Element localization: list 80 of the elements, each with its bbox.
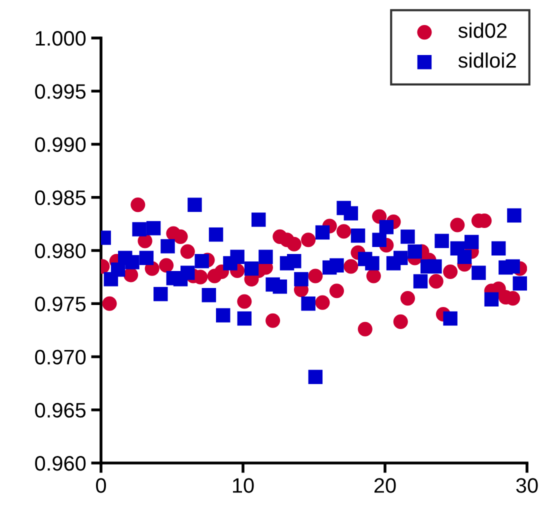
point [272, 280, 288, 294]
point [315, 295, 330, 310]
point [266, 313, 280, 328]
point [358, 322, 372, 336]
y-tick-label: 1.000 [36, 31, 86, 46]
point [344, 259, 358, 274]
point [379, 220, 394, 234]
point [434, 234, 449, 248]
point [159, 258, 174, 273]
point [315, 225, 330, 240]
point [506, 259, 520, 274]
point [154, 286, 168, 302]
point [336, 224, 352, 239]
point [330, 258, 344, 272]
point [308, 268, 323, 284]
point [132, 222, 146, 236]
legend-label: sidloi2 [458, 52, 516, 68]
y-tick-label: 0.980 [35, 244, 86, 258]
point [400, 291, 416, 306]
point [146, 221, 161, 236]
x-tick-label: 20 [374, 478, 396, 493]
point [194, 254, 209, 268]
point [484, 292, 499, 306]
y-tick-label: 0.990 [35, 137, 86, 152]
point [139, 250, 154, 266]
point [450, 218, 465, 232]
x-tick-label: 30 [516, 478, 538, 493]
point [350, 228, 366, 243]
y-tick-label: 0.985 [35, 190, 86, 206]
point [252, 212, 266, 227]
point [301, 232, 316, 248]
x-tick-label: 0 [96, 478, 106, 493]
point [372, 232, 386, 247]
point [457, 250, 472, 264]
point [130, 198, 146, 212]
y-tick-label: 0.975 [35, 296, 86, 312]
point [294, 272, 308, 286]
point [102, 296, 117, 311]
point [188, 198, 202, 212]
point [180, 244, 195, 259]
point [230, 250, 244, 264]
point [443, 311, 458, 326]
point [394, 250, 408, 266]
y-tick-label: 0.970 [35, 350, 86, 365]
point [443, 264, 458, 280]
point [287, 254, 302, 268]
point [393, 314, 408, 329]
point [237, 311, 252, 326]
y-tick-label: 0.960 [35, 456, 86, 471]
point [428, 274, 444, 289]
point [308, 370, 323, 384]
point [301, 296, 316, 311]
point [216, 308, 230, 322]
point [173, 229, 188, 244]
point [365, 256, 380, 270]
y-tick-label: 0.995 [35, 84, 86, 99]
point [400, 230, 415, 244]
point [180, 266, 195, 280]
point [428, 259, 442, 274]
point [507, 208, 522, 223]
point [472, 266, 486, 280]
point [344, 206, 358, 220]
point [208, 227, 224, 242]
y-tick-label: 0.965 [35, 402, 86, 418]
point [464, 234, 479, 250]
legend-label: sid02 [458, 22, 507, 38]
point [366, 268, 381, 284]
point [413, 274, 428, 288]
point [408, 244, 422, 259]
point [329, 284, 344, 298]
x-tick-label: 10 [233, 478, 254, 493]
point [491, 241, 506, 256]
point [286, 236, 302, 252]
point [237, 294, 252, 309]
point [512, 276, 527, 291]
point [244, 261, 259, 276]
point [258, 250, 273, 264]
point [160, 239, 175, 254]
point [125, 255, 140, 270]
point [202, 288, 216, 302]
